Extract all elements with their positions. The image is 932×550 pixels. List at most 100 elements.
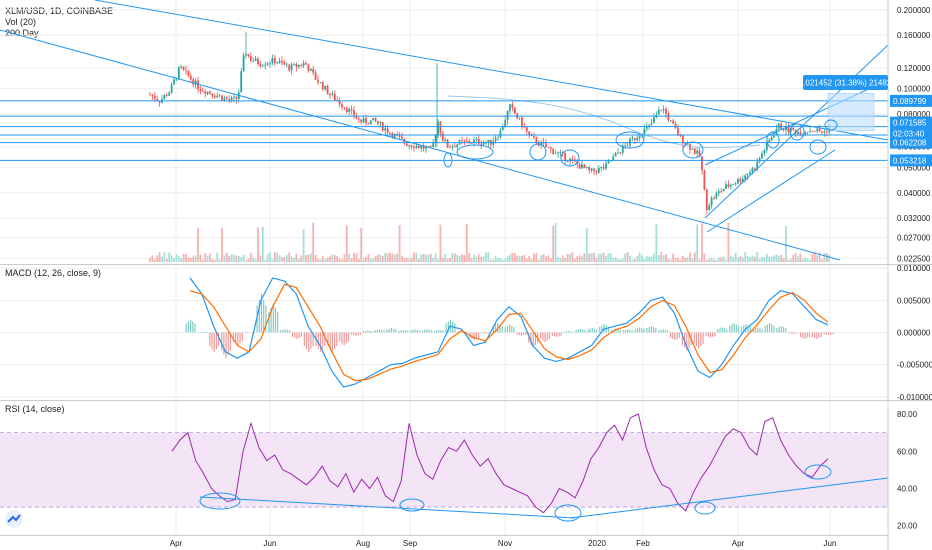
volume-bar (501, 259, 504, 262)
candle-body (353, 110, 355, 117)
volume-bar (369, 258, 372, 262)
macd-histogram-bar (579, 328, 582, 333)
volume-bar (386, 253, 389, 262)
macd-histogram-bar (792, 332, 794, 334)
macd-histogram-bar (206, 332, 208, 333)
candle-body (679, 135, 682, 137)
volume-bar (223, 255, 226, 262)
candle-body (523, 126, 526, 128)
macd-histogram-bar (244, 332, 246, 333)
macd-histogram-bar (530, 332, 532, 346)
candle-body (156, 98, 159, 101)
volume-bar (360, 228, 363, 262)
volume-bar (792, 255, 795, 262)
volume-bar (732, 257, 735, 262)
volume-bar (698, 259, 701, 262)
candle-body (732, 184, 735, 186)
macd-histogram-bar (504, 327, 506, 333)
candle-body (564, 152, 567, 161)
candle-body (482, 142, 485, 145)
candle-body (494, 138, 497, 141)
macd-histogram-bar (714, 332, 716, 337)
price-tick-label: 0.032000 (897, 214, 931, 223)
volume-bar (669, 259, 672, 262)
volume-bar (746, 256, 749, 262)
volume-bar (633, 258, 636, 262)
candle-body (619, 152, 622, 154)
candle-body (823, 131, 826, 133)
candle-body (437, 121, 439, 135)
macd-histogram-bar (477, 332, 480, 338)
macd-histogram-bar (414, 329, 416, 333)
macd-histogram-bar (693, 332, 695, 344)
macd-histogram-bar (575, 329, 577, 333)
measure-box (827, 93, 875, 132)
volume-bar (725, 259, 727, 262)
macd-histogram-bar (544, 332, 546, 343)
candle-body (468, 140, 471, 143)
volume-bar (713, 259, 715, 262)
macd-histogram-bar (648, 327, 650, 333)
volume-bar (398, 225, 401, 262)
volume-bar (206, 256, 209, 262)
macd-histogram-bar (331, 332, 333, 352)
candle-body (547, 147, 550, 148)
volume-bar (283, 256, 286, 262)
candle-body (525, 127, 528, 132)
candle-body (177, 67, 180, 79)
macd-histogram-bar (556, 332, 558, 337)
volume-bar (566, 253, 569, 262)
volume-bar (487, 252, 490, 262)
candle-body (456, 144, 459, 148)
price-tag-box (890, 116, 932, 129)
candle-body (533, 136, 535, 138)
volume-bar (775, 254, 778, 262)
rsi-band (0, 432, 888, 508)
candle-body (545, 143, 547, 148)
macd-histogram-bar (221, 332, 223, 351)
macd-histogram-bar (298, 332, 300, 338)
candle-body (797, 132, 799, 134)
macd-histogram-bar (353, 332, 355, 336)
macd-histogram-bar (551, 332, 554, 336)
macd-histogram-bar (707, 332, 709, 337)
macd-histogram-bar (802, 332, 804, 338)
candle-body (674, 123, 677, 129)
macd-histogram-bar (426, 329, 428, 333)
chart-symbol-label: XLM/USD, 1D, COINBASE (5, 6, 114, 16)
volume-bar (295, 253, 298, 262)
candle-body (389, 132, 391, 134)
candle-body (444, 139, 447, 141)
volume-bar (787, 259, 790, 262)
tradingview-logo-icon[interactable] (5, 510, 23, 528)
price-tick-label: 0.027000 (897, 234, 931, 243)
annotation-ellipse (560, 149, 580, 167)
volume-bar (413, 252, 415, 262)
volume-bar (602, 252, 605, 262)
candle-body (333, 93, 336, 101)
macd-histogram-bar (442, 330, 444, 333)
volume-bar (415, 252, 418, 262)
macd-histogram-bar (737, 325, 740, 333)
candle-body (278, 60, 281, 63)
candle-body (504, 120, 507, 127)
volume-bar (710, 257, 713, 262)
candle-body (369, 120, 372, 125)
macd-histogram-bar (251, 332, 253, 333)
candle-body (554, 153, 557, 155)
macd-histogram-bar (740, 326, 743, 333)
macd-histogram-bar (624, 329, 627, 333)
volume-bar (701, 223, 703, 262)
volume-bar (201, 259, 204, 262)
candle-body (660, 109, 663, 111)
rsi-pane (171, 413, 889, 522)
macd-histogram-bar (480, 332, 483, 334)
macd-histogram-bar (291, 332, 294, 337)
volume-bar (319, 259, 322, 262)
price-tick-label: 0.050000 (897, 163, 931, 172)
macd-histogram-bar (201, 332, 204, 333)
volume-indicator-label: Vol (20) (5, 17, 37, 27)
volume-bar (727, 222, 730, 262)
volume-bar (665, 254, 667, 262)
